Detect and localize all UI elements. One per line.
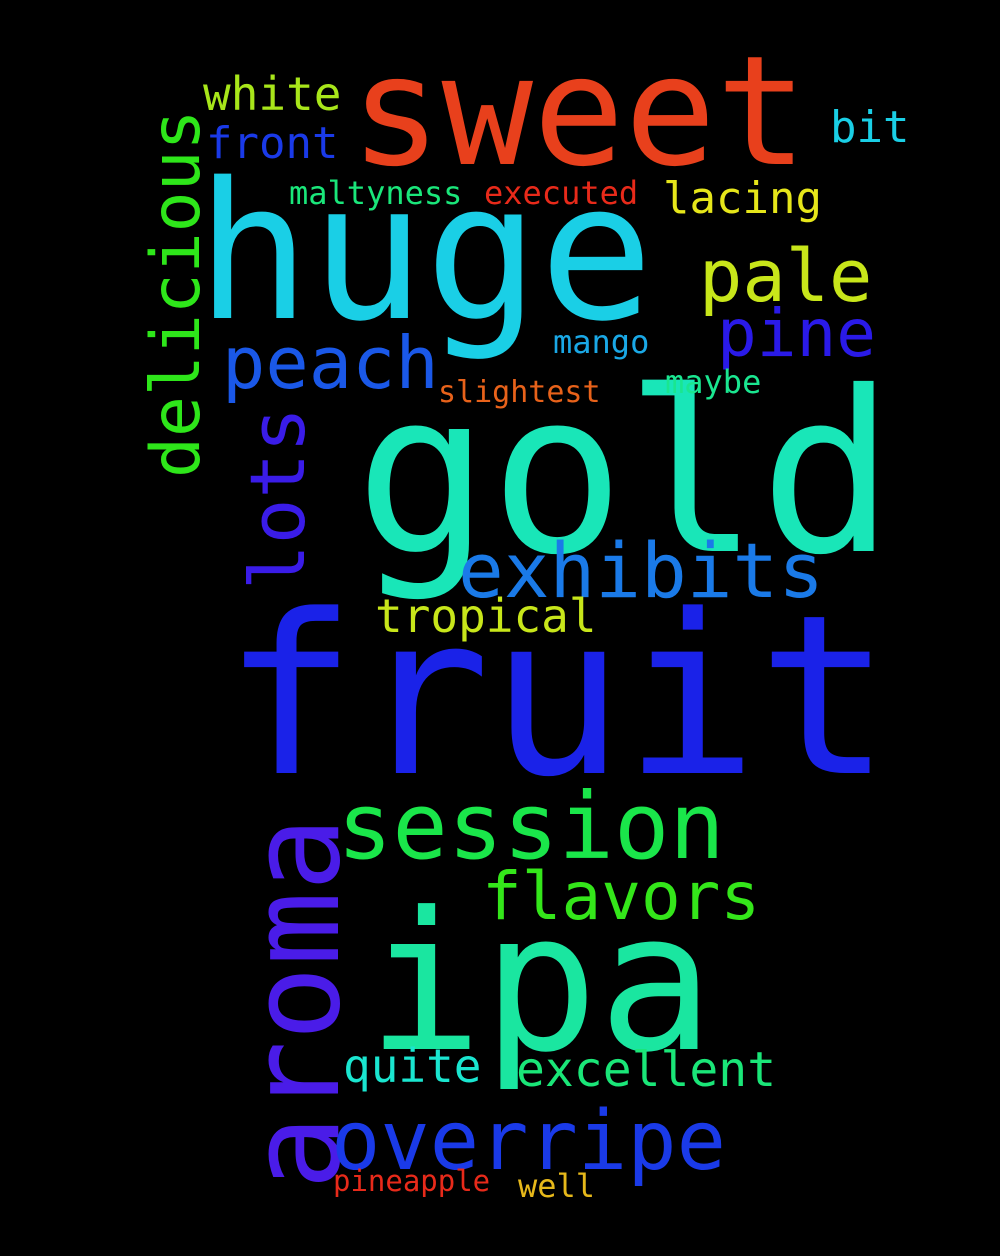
word-flavors: flavors [482,858,761,935]
word-ipa: ipa [367,872,714,1095]
word-bit: bit [830,102,910,153]
word-delicious: delicious [137,109,216,478]
word-pineapple: pineapple [333,1164,491,1198]
word-slightest: slightest [438,375,601,410]
word-session: session [337,773,725,880]
word-exhibits: exhibits [458,526,825,615]
word-executed: executed [484,174,639,212]
word-tropical: tropical [375,589,597,643]
word-sweet: sweet [350,23,808,200]
word-gold: gold [355,343,895,604]
word-excellent: excellent [516,1042,777,1098]
word-overripe: overripe [331,1094,726,1189]
word-pale: pale [699,234,873,318]
word-well: well [518,1167,596,1205]
word-peach: peach [222,321,439,405]
word-maltyness: maltyness [289,174,463,212]
word-lacing: lacing [663,173,822,224]
word-quite: quite [343,1039,482,1093]
word-white: white [203,67,342,121]
word-pine: pine [717,295,876,372]
word-front: front [206,118,339,169]
word-maybe: maybe [665,363,762,401]
word-huge: huge [196,142,654,363]
word-mango: mango [553,323,650,361]
word-lots: lots [233,406,322,590]
word-fruit: fruit [223,568,892,826]
